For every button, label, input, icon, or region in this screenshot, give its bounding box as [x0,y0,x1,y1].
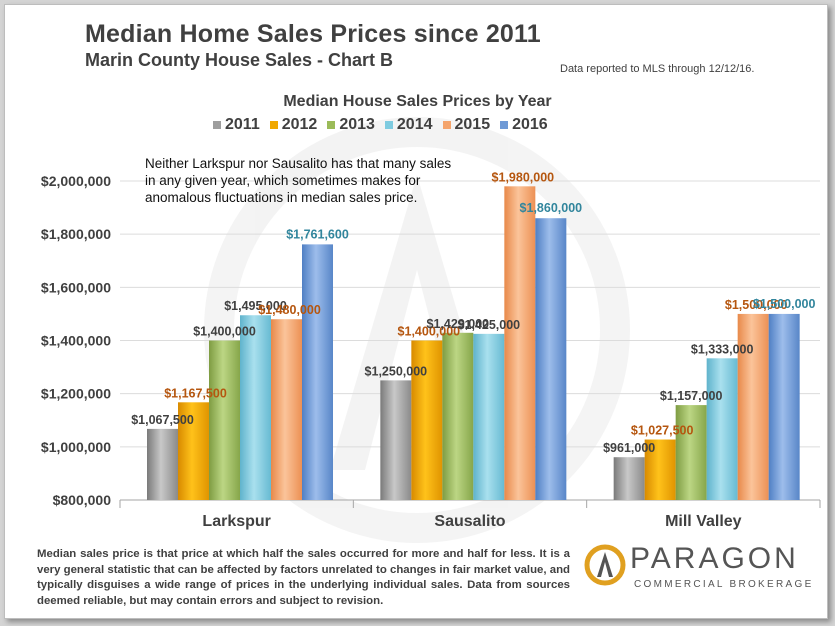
legend-item-2014: 2014 [385,116,433,134]
bar-2016-sausalito [535,218,566,500]
data-label: $1,333,000 [691,342,754,356]
data-label: $961,000 [603,441,655,455]
legend-item-2012: 2012 [270,116,318,134]
x-category-label: Mill Valley [665,513,742,530]
page-title: Median Home Sales Prices since 2011 [85,20,541,49]
footer-note: Median sales price is that price at whic… [37,547,570,609]
legend-item-2016: 2016 [500,116,548,134]
y-tick-label: $1,000,000 [41,439,111,455]
bar-2011-mill-valley [614,457,645,500]
logo-tagline: COMMERCIAL BROKERAGE [634,579,814,590]
legend-label: 2014 [397,116,433,134]
y-tick-label: $1,200,000 [41,386,111,402]
bar-2016-mill-valley [769,314,800,500]
legend-item-2015: 2015 [443,116,491,134]
legend-swatch [443,121,451,129]
data-label: $1,980,000 [492,170,555,184]
x-category-label: Larkspur [202,513,270,530]
y-tick-label: $1,800,000 [41,226,111,242]
bar-2014-mill-valley [707,358,738,500]
y-tick-label: $1,400,000 [41,333,111,349]
data-label: $1,860,000 [520,201,583,215]
paragon-logo-icon [583,543,627,587]
data-label: $1,067,500 [131,413,194,427]
data-label: $1,500,000 [753,297,816,311]
legend-swatch [327,121,335,129]
x-category-label: Sausalito [434,513,505,530]
legend-swatch [213,121,221,129]
annotation-note: Neither Larkspur nor Sausalito has that … [145,155,455,206]
legend-item-2011: 2011 [213,116,260,134]
data-label: $1,425,000 [458,318,521,332]
bar-2014-larkspur [240,315,271,500]
legend-label: 2012 [282,116,318,134]
bar-2014-sausalito [473,334,504,500]
data-label: $1,761,600 [286,227,349,241]
data-label: $1,167,500 [164,386,227,400]
chart-legend: 2011 2012 2013 2014 2015 2016 [213,116,548,134]
y-tick-label: $800,000 [53,492,112,508]
y-tick-label: $1,600,000 [41,279,111,295]
legend-swatch [270,121,278,129]
legend-label: 2015 [455,116,491,134]
y-tick-label: $2,000,000 [41,173,111,189]
source-note: Data reported to MLS through 12/12/16. [560,63,754,75]
bar-2016-larkspur [302,244,333,500]
legend-label: 2016 [512,116,548,134]
bar-2011-larkspur [147,429,178,500]
legend-swatch [385,121,393,129]
bar-2011-sausalito [380,380,411,500]
bar-2013-sausalito [442,333,473,500]
data-label: $1,027,500 [631,424,694,438]
data-label: $1,480,000 [258,303,321,317]
data-label: $1,400,000 [193,325,256,339]
data-label: $1,250,000 [365,364,428,378]
bar-2013-larkspur [209,341,240,501]
bar-2015-sausalito [504,186,535,500]
page-subtitle: Marin County House Sales - Chart B [85,50,393,71]
legend-label: 2013 [339,116,375,134]
legend-label: 2011 [225,116,260,134]
bar-2013-mill-valley [676,405,707,500]
data-label: $1,157,000 [660,389,723,403]
legend-item-2013: 2013 [327,116,375,134]
bar-2015-larkspur [271,319,302,500]
chart-title: Median House Sales Prices by Year [0,93,835,111]
legend-swatch [500,121,508,129]
logo-name: PARAGON [630,542,799,576]
